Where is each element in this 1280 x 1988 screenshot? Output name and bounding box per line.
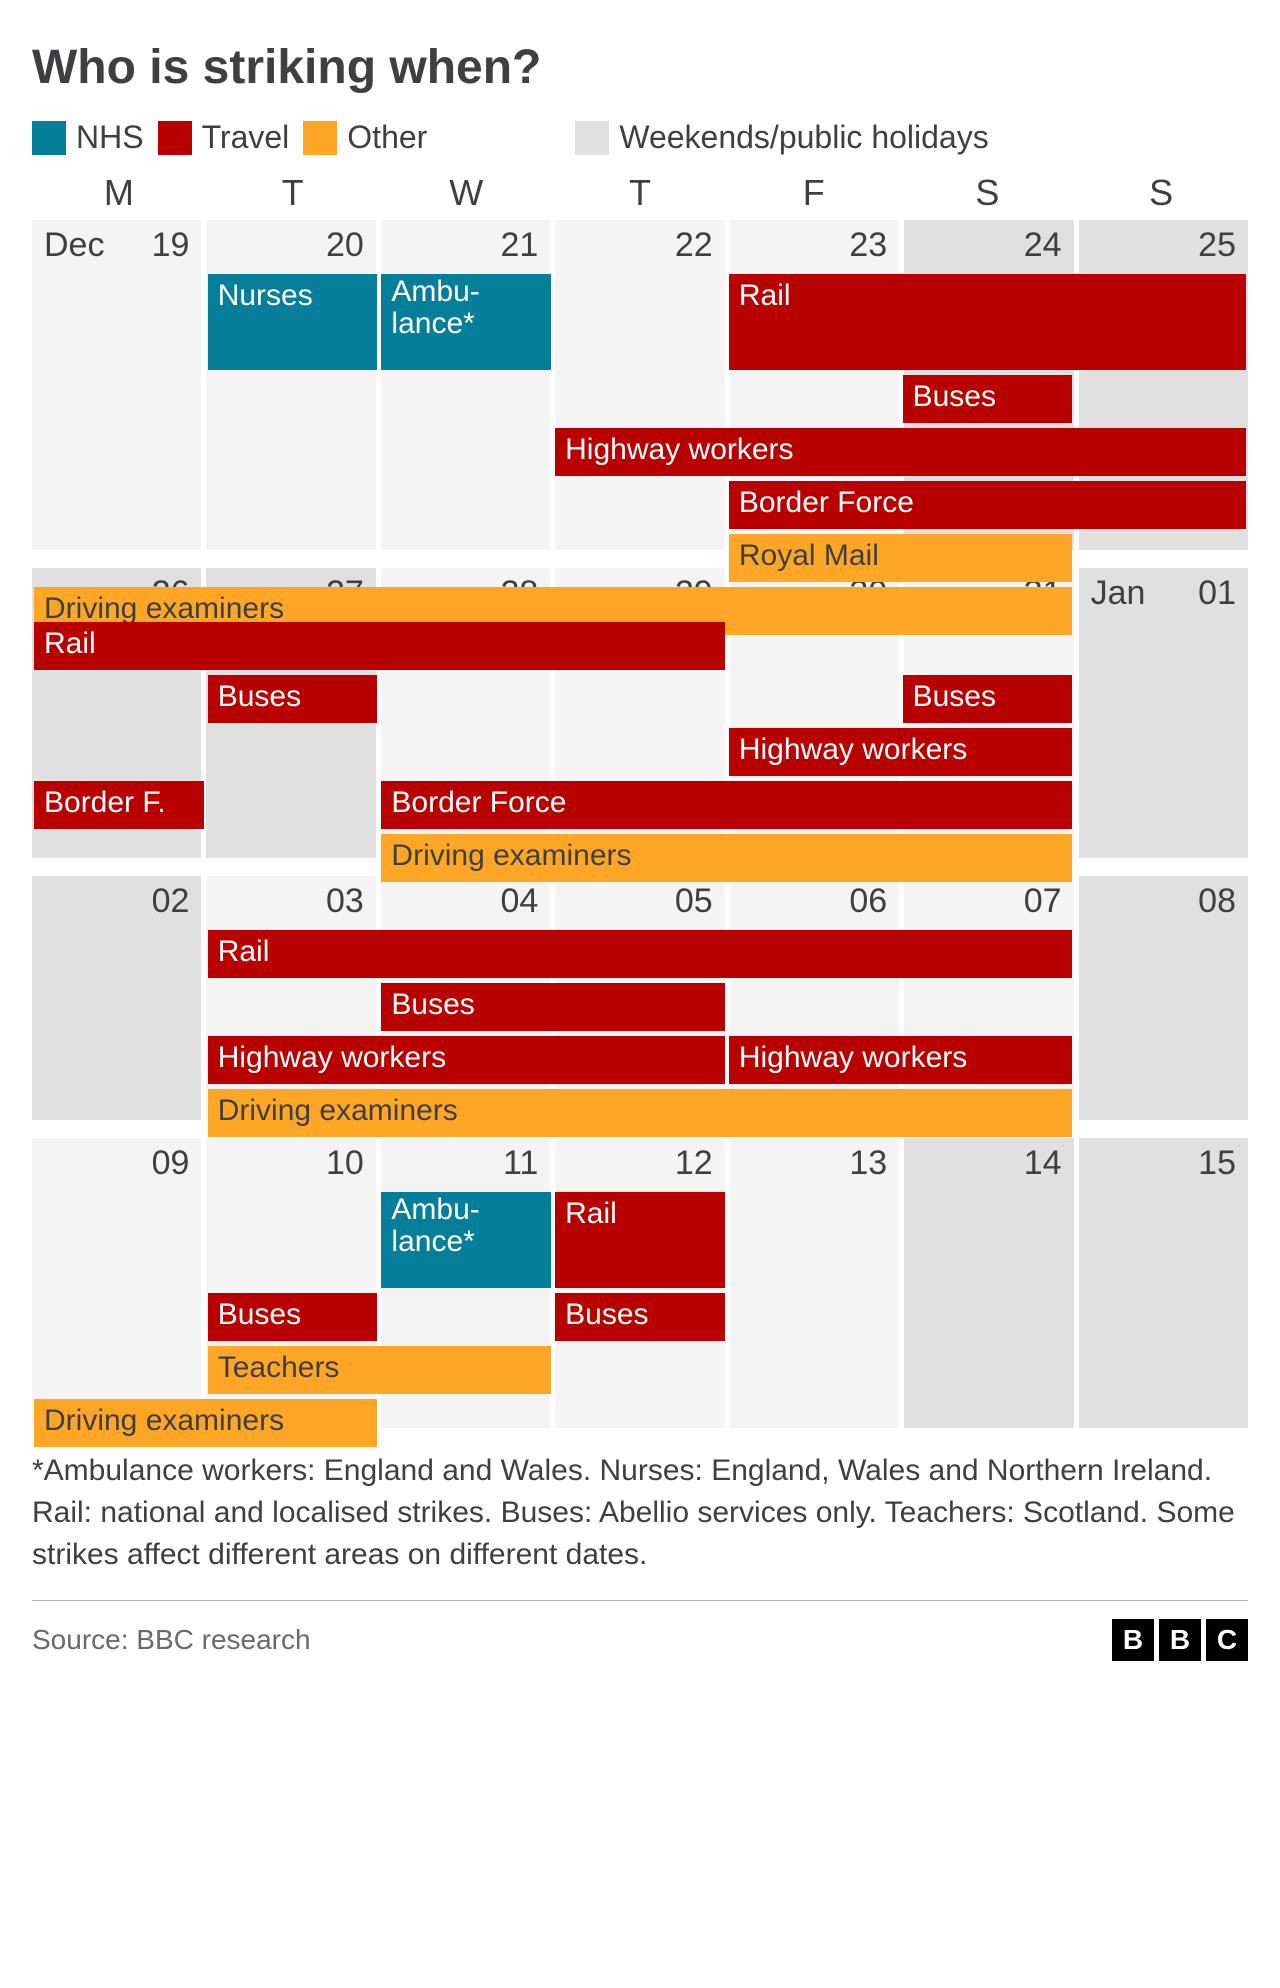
- strike-bar: Rail: [555, 1192, 725, 1288]
- bbc-box: B: [1112, 1619, 1154, 1661]
- strike-bar: Buses: [555, 1293, 725, 1341]
- day-header-cell: T: [553, 172, 727, 214]
- bbc-box: C: [1206, 1619, 1248, 1661]
- strike-bar: Highway workers: [729, 728, 1072, 776]
- legend-weekend-label: Weekends/public holidays: [619, 119, 988, 156]
- bar-row: Border Force: [32, 481, 1248, 529]
- bar-row: Driving examiners: [32, 1089, 1248, 1137]
- strike-bar: Teachers: [208, 1346, 551, 1394]
- day-header-row: MTWTFSS: [32, 172, 1248, 214]
- bar-row: Highway workers: [32, 728, 1248, 776]
- bar-row: Buses: [32, 375, 1248, 423]
- day-header-cell: F: [727, 172, 901, 214]
- day-header-cell: S: [901, 172, 1075, 214]
- bbc-box: B: [1159, 1619, 1201, 1661]
- legend-other-label: Other: [347, 119, 427, 156]
- strike-bar: Highway workers: [729, 1036, 1072, 1084]
- legend-nhs-label: NHS: [76, 119, 144, 156]
- day-header-cell: S: [1074, 172, 1248, 214]
- footnote: *Ambulance workers: England and Wales. N…: [32, 1450, 1248, 1576]
- day-header-cell: T: [206, 172, 380, 214]
- strike-bar: Buses: [903, 675, 1073, 723]
- week: 09101112131415Ambu-lance*RailBusesBusesT…: [32, 1138, 1248, 1428]
- calendar: 19Dec202122232425NursesAmbu-lance*RailBu…: [32, 220, 1248, 1428]
- strike-bar: Driving examiners: [34, 1399, 377, 1447]
- bar-row: Highway workersHighway workers: [32, 1036, 1248, 1084]
- strike-bar: Rail: [729, 274, 1246, 370]
- bbc-logo: BBC: [1112, 1619, 1248, 1661]
- legend-travel-label: Travel: [202, 119, 290, 156]
- bar-row: Buses Buses: [32, 1293, 1248, 1341]
- legend: NHS Travel Other Weekends/public holiday…: [32, 119, 1248, 156]
- bar-row: Rail: [32, 622, 1248, 670]
- legend-travel: Travel: [158, 119, 290, 156]
- bar-row: Teachers: [32, 1346, 1248, 1394]
- strike-bar: Highway workers: [555, 428, 1246, 476]
- strike-bar: Nurses: [208, 274, 378, 370]
- bar-row: Buses Buses: [32, 675, 1248, 723]
- strike-bar: Buses: [208, 1293, 378, 1341]
- week: 26272829303101JanRailBusesBusesHighway w…: [32, 568, 1248, 858]
- strike-bar: Buses: [381, 983, 724, 1031]
- swatch-nhs: [32, 121, 66, 155]
- swatch-other: [303, 121, 337, 155]
- strike-bar: Rail: [208, 930, 1073, 978]
- swatch-weekend: [575, 121, 609, 155]
- swatch-travel: [158, 121, 192, 155]
- legend-nhs: NHS: [32, 119, 144, 156]
- bar-row: Highway workers: [32, 428, 1248, 476]
- strike-bar: Buses: [208, 675, 378, 723]
- bar-row: Driving examiners: [32, 1399, 1248, 1447]
- chart-title: Who is striking when?: [32, 40, 1248, 95]
- footer: Source: BBC research BBC: [32, 1600, 1248, 1661]
- bar-row: Rail: [32, 930, 1248, 978]
- legend-other: Other: [303, 119, 427, 156]
- week: 02030405060708RailBusesHighway workersHi…: [32, 876, 1248, 1120]
- bar-row: NursesAmbu-lance* Rail: [32, 274, 1248, 370]
- bar-row: Buses: [32, 983, 1248, 1031]
- bar-row: Ambu-lance*Rail: [32, 1192, 1248, 1288]
- strike-bar: Ambu-lance*: [381, 1192, 551, 1288]
- legend-weekend: Weekends/public holidays: [575, 119, 988, 156]
- bar-row: Border F. Border Force: [32, 781, 1248, 829]
- week: 19Dec202122232425NursesAmbu-lance*RailBu…: [32, 220, 1248, 550]
- strike-bar: Buses: [903, 375, 1073, 423]
- bar-row: Driving examiners: [32, 834, 1248, 882]
- strike-bar: Highway workers: [208, 1036, 725, 1084]
- day-header-cell: W: [379, 172, 553, 214]
- day-header-cell: M: [32, 172, 206, 214]
- strike-bar: Border Force: [381, 781, 1072, 829]
- source-text: Source: BBC research: [32, 1624, 311, 1656]
- strike-bar: Driving examiners: [381, 834, 1072, 882]
- strike-bar: Rail: [34, 622, 725, 670]
- strike-bar: Driving examiners: [208, 1089, 1073, 1137]
- strike-bar: Border F.: [34, 781, 204, 829]
- strike-bar: Border Force: [729, 481, 1246, 529]
- strike-bar: Ambu-lance*: [381, 274, 551, 370]
